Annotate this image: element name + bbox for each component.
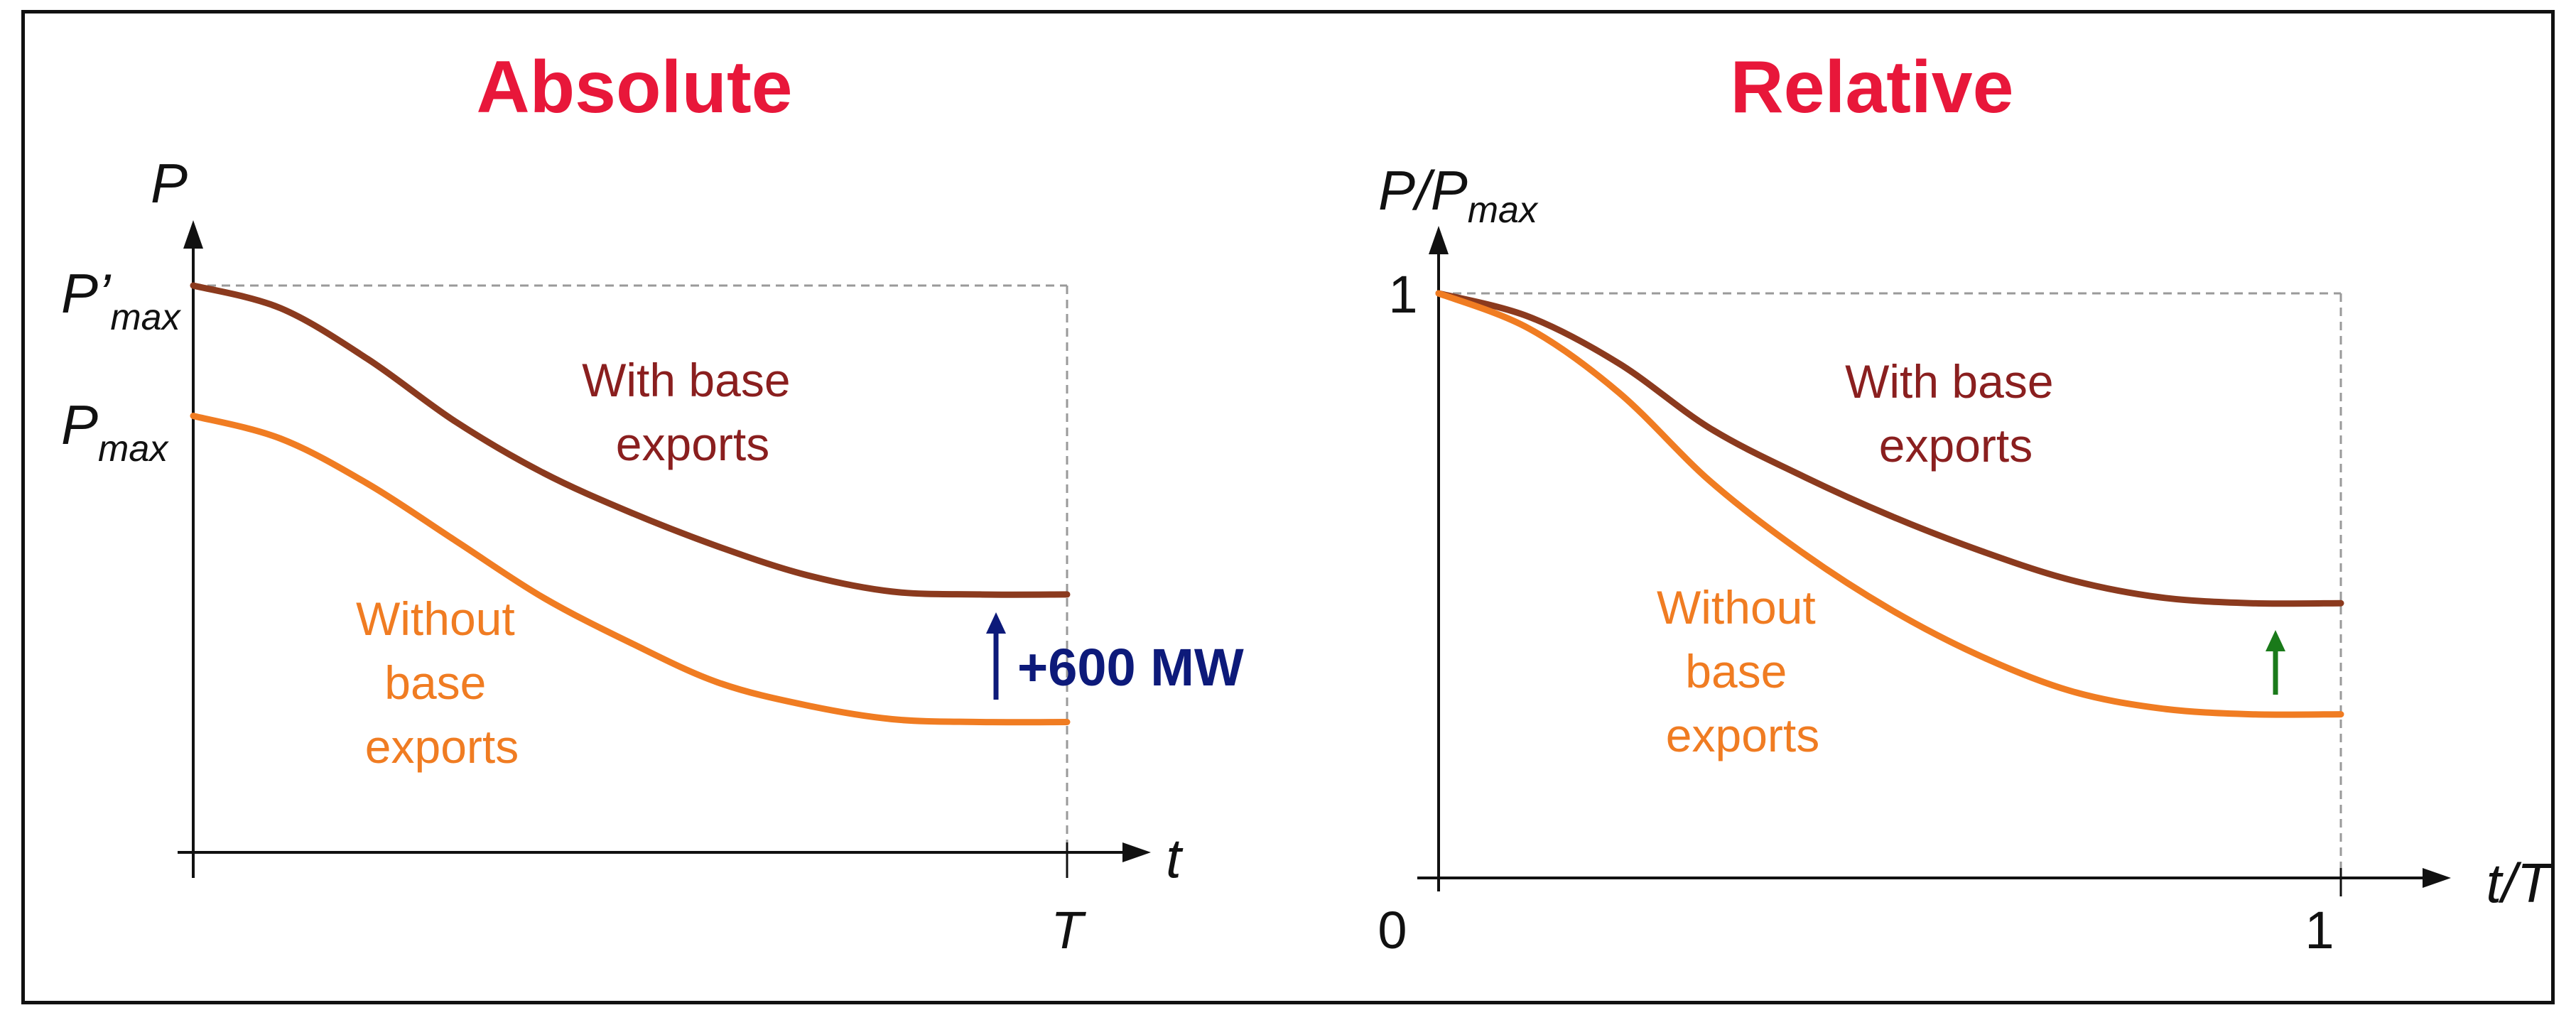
annotation-without-base-rel-line1: Without bbox=[1657, 581, 1816, 634]
y-tick-p-main: P bbox=[61, 394, 98, 456]
chart-title-absolute: Absolute bbox=[477, 46, 793, 129]
y-tick-pprime-sub: max bbox=[110, 297, 181, 338]
y-axis-label-relative-main: P/P bbox=[1378, 159, 1468, 222]
x-axis-label-relative: t/T bbox=[2486, 852, 2555, 914]
annotation-with-base-line1: With base bbox=[582, 354, 790, 406]
annotation-with-base-rel-line2: exports bbox=[1879, 419, 2033, 472]
x-tick-label-0: 0 bbox=[1378, 901, 1407, 960]
annotation-without-base-rel-line2: base bbox=[1685, 645, 1787, 698]
y-tick-p-sub: max bbox=[98, 428, 169, 470]
annotation-without-base-rel-line3: exports bbox=[1666, 709, 1819, 761]
x-tick-label-T: T bbox=[1051, 901, 1086, 960]
delta-label-absolute: +600 MW bbox=[1017, 638, 1244, 697]
series-line-with-base-absolute bbox=[190, 282, 1071, 598]
x-axis-label-absolute: t bbox=[1166, 827, 1184, 889]
chart-title-relative: Relative bbox=[1731, 46, 2014, 129]
figure-frame bbox=[21, 10, 2555, 1004]
y-axis-label-relative-sub: max bbox=[1468, 190, 1539, 231]
delta-arrow-head-relative bbox=[2266, 630, 2285, 651]
annotation-without-base-line2: base bbox=[384, 656, 486, 709]
series-line-without-base-relative bbox=[1435, 290, 2344, 718]
annotation-with-base-rel-line1: With base bbox=[1845, 355, 2053, 408]
series-line-with-base-relative bbox=[1435, 290, 2344, 607]
y-axis-label-relative: P/Pmax bbox=[1378, 159, 1539, 231]
x-tick-label-1: 1 bbox=[2305, 901, 2334, 960]
y-tick-pprime-max: P’max bbox=[61, 262, 182, 338]
y-tick-p-max: Pmax bbox=[61, 394, 169, 470]
panel-relative: Relative P/Pmax t/T 0 1 1 With base expo… bbox=[1378, 46, 2554, 960]
annotation-with-base-absolute: With base exports bbox=[582, 354, 803, 470]
y-axis-arrow-absolute bbox=[183, 220, 203, 249]
annotation-with-base-relative: With base exports bbox=[1845, 355, 2067, 472]
x-axis-arrow-relative bbox=[2423, 868, 2451, 888]
x-axis-arrow-absolute bbox=[1122, 842, 1151, 862]
annotation-without-base-line3: exports bbox=[365, 720, 519, 773]
panel-absolute: Absolute P t T P’max Pmax With base expo… bbox=[61, 46, 1244, 960]
y-axis-arrow-relative bbox=[1429, 226, 1449, 254]
y-tick-pprime-main: P’ bbox=[61, 262, 112, 325]
annotation-without-base-line1: Without bbox=[356, 592, 515, 645]
y-axis-label-absolute: P bbox=[151, 152, 188, 215]
annotation-with-base-line2: exports bbox=[616, 418, 769, 470]
annotation-without-base-relative: Without base exports bbox=[1657, 581, 1829, 761]
y-tick-label-1: 1 bbox=[1388, 265, 1417, 324]
annotation-without-base-absolute: Without base exports bbox=[356, 592, 528, 773]
delta-arrow-head-absolute bbox=[986, 612, 1006, 634]
series-line-without-base-absolute bbox=[190, 413, 1071, 726]
